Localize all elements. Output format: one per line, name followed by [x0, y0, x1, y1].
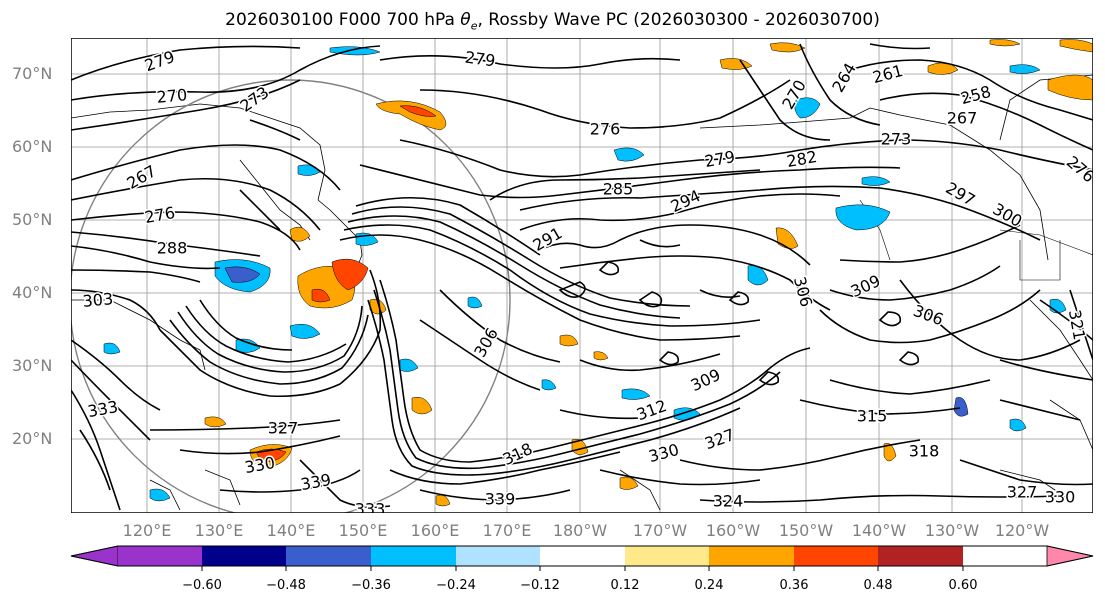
lon-label-140e: 140°E — [266, 521, 316, 540]
colorbar-cell — [540, 546, 625, 566]
lat-label-60n: 60°N — [12, 137, 53, 156]
contour-label: 339 — [485, 490, 516, 509]
contour-label: 270 — [156, 85, 188, 107]
lon-label-130e: 130°E — [194, 521, 244, 540]
contour-label: 273 — [236, 83, 272, 116]
contour-label: 276 — [590, 120, 621, 139]
lat-label-20n: 20°N — [12, 429, 53, 448]
contour-label: 285 — [603, 180, 634, 199]
contour-label: 276 — [1063, 152, 1093, 186]
colorbar-tick-label: 0.60 — [948, 578, 978, 593]
lon-label-170w: 170°W — [632, 521, 688, 540]
colorbar-cell — [202, 546, 286, 566]
contour-label: 324 — [713, 492, 744, 511]
projection-circle — [71, 79, 511, 513]
contour-label: 333 — [86, 397, 119, 421]
colorbar-tick-label: −0.60 — [182, 578, 222, 593]
lon-label-150e: 150°E — [338, 521, 388, 540]
lon-label-120w: 120°W — [994, 521, 1050, 540]
contour-label: 333 — [355, 500, 386, 514]
lat-label-40n: 40°N — [12, 283, 53, 302]
lon-label-120e: 120°E — [122, 521, 172, 540]
contour-label: 327 — [268, 419, 299, 438]
colorbar-extend-low — [70, 545, 119, 567]
contour-label: 330 — [243, 453, 276, 477]
colorbar-tick-label: 0.48 — [863, 578, 893, 593]
contour-label: 303 — [82, 289, 114, 311]
colorbar-tick-label: 0.12 — [610, 578, 640, 593]
lon-label-180w: 180°W — [552, 521, 608, 540]
colorbar-cell — [625, 546, 709, 566]
contour-label: 261 — [871, 61, 905, 87]
colorbar-cell — [709, 546, 794, 566]
colorbar-cell — [371, 546, 456, 566]
contour-label: 267 — [947, 109, 978, 128]
contour-label: 321 — [1065, 308, 1089, 341]
contour-label: 279 — [464, 47, 497, 70]
contour-label: 306 — [470, 325, 502, 361]
colorbar-tick-label: −0.36 — [351, 578, 391, 593]
contour-label: 330 — [1045, 488, 1076, 507]
contour-label: 318 — [500, 439, 536, 469]
colorbar-cell — [878, 546, 963, 566]
contour-label: 339 — [299, 470, 332, 494]
colorbar-tick-label: −0.24 — [436, 578, 476, 593]
lon-label-140w: 140°W — [851, 521, 907, 540]
contour-label: 312 — [634, 396, 669, 424]
rossby-wave-pc-fill — [103, 39, 1093, 507]
colorbar-cell — [456, 546, 540, 566]
lon-label-160e: 160°E — [410, 521, 460, 540]
contour-label: 273 — [881, 130, 912, 149]
lat-label-50n: 50°N — [12, 210, 53, 229]
colorbar-cell — [794, 546, 878, 566]
colorbar-cell — [118, 546, 202, 566]
contour-label: 318 — [909, 442, 940, 461]
colorbar-tick-label: 0.24 — [694, 578, 724, 593]
contour-label: 309 — [688, 365, 724, 395]
contour-label: 309 — [848, 271, 884, 301]
contour-label: 291 — [530, 223, 566, 255]
contour-label: 327 — [702, 425, 737, 453]
lon-label-170e: 170°E — [482, 521, 532, 540]
contour-label: 264 — [828, 60, 860, 96]
contour-label: 297 — [943, 178, 979, 210]
contour-label: 258 — [959, 82, 993, 108]
lon-label-160w: 160°W — [705, 521, 761, 540]
contour-label: 294 — [668, 186, 704, 216]
contour-label: 282 — [785, 147, 818, 171]
contour-label: 306 — [911, 301, 946, 329]
colorbar-extend-high — [1046, 545, 1094, 567]
lon-label-150w: 150°W — [778, 521, 834, 540]
theta-e-contours — [71, 43, 1093, 511]
colorbar-cell — [286, 546, 371, 566]
contour-label: 327 — [1007, 483, 1038, 502]
contour-label: 300 — [990, 199, 1026, 231]
contour-label: 279 — [703, 147, 736, 171]
colorbar-frame — [70, 545, 1094, 567]
lon-label-130w: 130°W — [924, 521, 980, 540]
contour-label: 306 — [790, 275, 816, 309]
colorbar-tick-label: −0.48 — [266, 578, 306, 593]
contour-label: 315 — [857, 407, 888, 426]
colorbar-tick-label: 0.36 — [779, 578, 809, 593]
plot-title: 2026030100 F000 700 hPa θe, Rossby Wave … — [225, 10, 880, 33]
contour-label: 330 — [647, 440, 681, 466]
graticule — [71, 38, 1093, 513]
contour-label: 288 — [157, 239, 188, 258]
lat-label-70n: 70°N — [12, 64, 53, 83]
colorbar-tick-label: −0.12 — [520, 578, 560, 593]
colorbar — [70, 545, 1094, 571]
contour-label: 276 — [143, 203, 176, 227]
lat-label-30n: 30°N — [12, 356, 53, 375]
